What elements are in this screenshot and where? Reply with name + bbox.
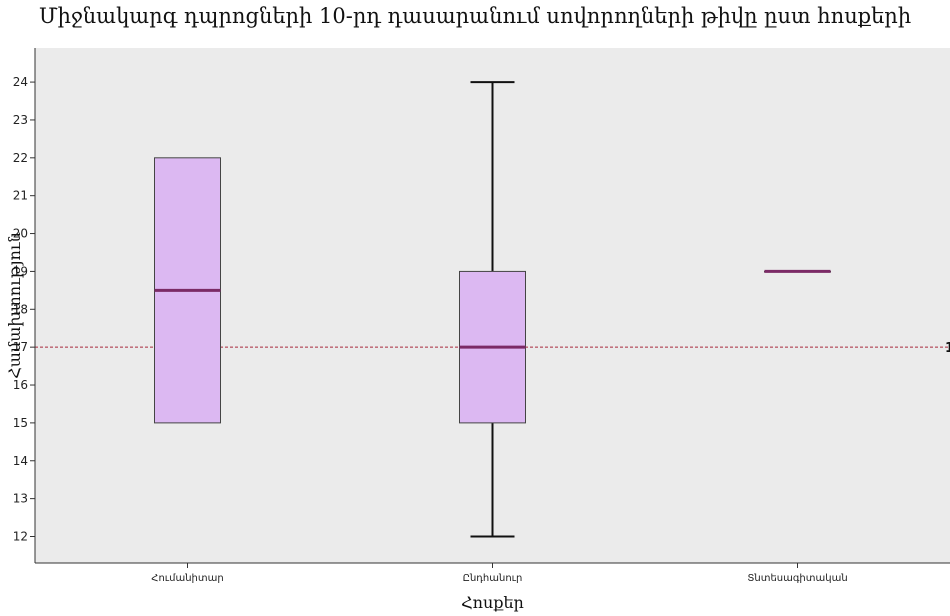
y-tick-label: 15 xyxy=(13,416,28,430)
y-tick-label: 14 xyxy=(13,454,28,468)
y-tick-label: 12 xyxy=(13,529,28,543)
y-tick-label: 18 xyxy=(13,302,28,316)
y-tick-label: 13 xyxy=(13,492,28,506)
x-tick-label: Ընդհանուր xyxy=(463,573,523,584)
y-tick-label: 24 xyxy=(13,75,28,89)
y-axis-title: Համախտություն xyxy=(5,232,24,379)
box-group xyxy=(154,157,221,424)
x-tick-label: Հումանիտար xyxy=(151,573,223,584)
chart-title: Միջնակարգ դպրոցների 10-րդ դասարանում սով… xyxy=(38,4,912,28)
y-tick-label: 23 xyxy=(13,113,28,127)
x-axis-title: Հոսքեր xyxy=(461,593,524,612)
box-group xyxy=(459,81,526,538)
y-tick-label: 21 xyxy=(13,189,28,203)
y-tick-label: 19 xyxy=(13,264,28,278)
x-tick-label: Տնտեսագիտական xyxy=(747,573,847,584)
y-tick-label: 20 xyxy=(13,227,28,241)
y-tick-label: 16 xyxy=(13,378,28,392)
reference-line-label: 1 xyxy=(945,341,950,356)
y-tick-label: 22 xyxy=(13,151,28,165)
box-group xyxy=(764,269,831,273)
y-tick-label: 17 xyxy=(13,340,28,354)
